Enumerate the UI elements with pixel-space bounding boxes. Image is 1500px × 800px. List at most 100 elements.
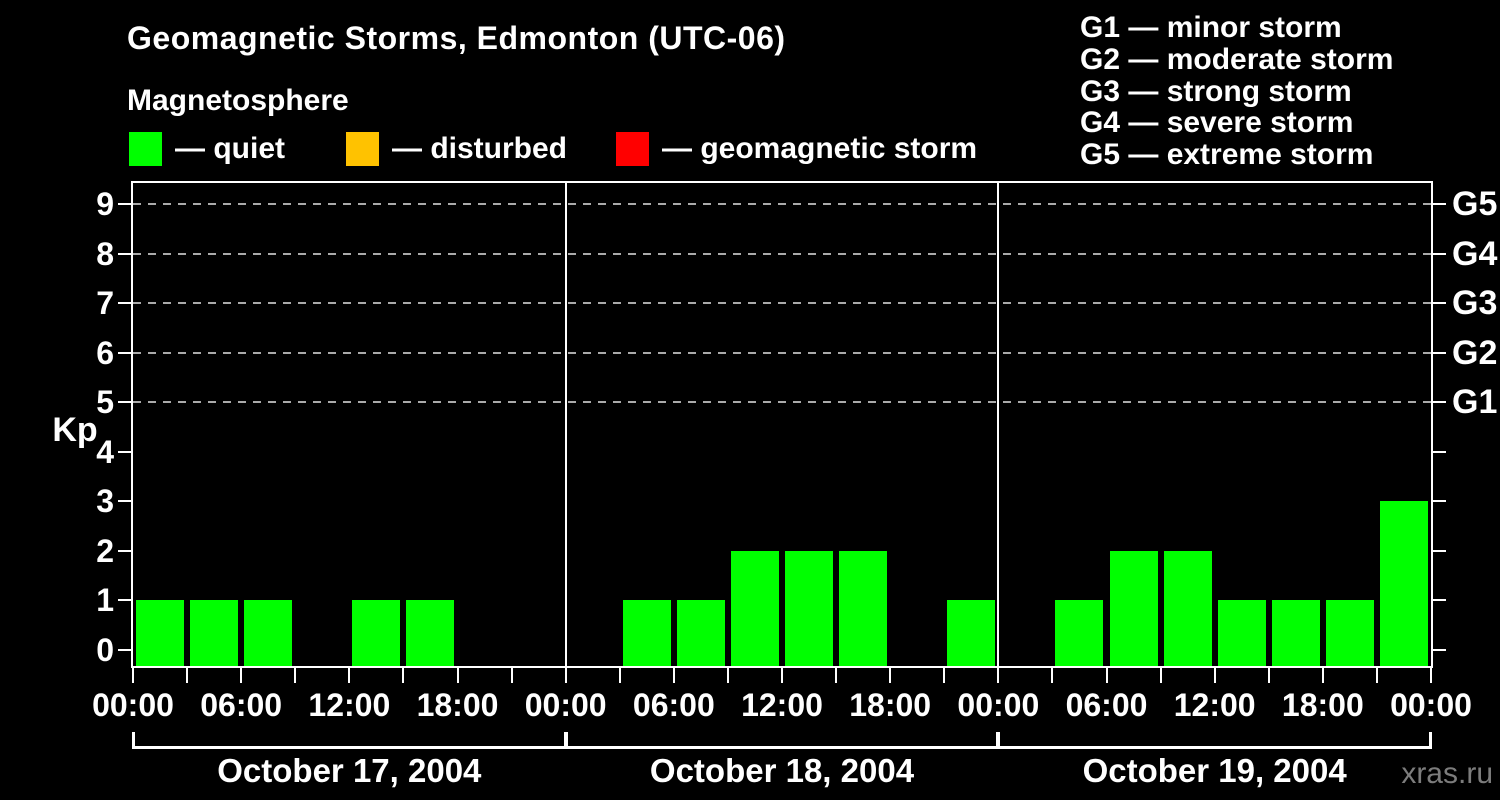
kp-bar (406, 600, 455, 666)
x-tick-label: 18:00 (1281, 687, 1364, 723)
x-tick (1213, 668, 1216, 683)
y-tick-label: 7 (96, 285, 114, 322)
date-bracket (565, 746, 999, 749)
y-tick-left (118, 500, 131, 503)
x-tick-label: 06:00 (1065, 687, 1148, 723)
legend-item-quiet: — quiet (129, 132, 285, 166)
y-tick-right (1433, 203, 1446, 206)
y-tick-label: 1 (96, 582, 114, 619)
y-tick-label: 4 (96, 433, 114, 470)
x-tick-label: 06:00 (200, 687, 283, 723)
x-tick-label: 12:00 (741, 687, 823, 723)
x-tick (294, 668, 297, 683)
y-tick-label: 0 (96, 632, 114, 668)
kp-bar (1325, 600, 1374, 666)
x-tick-label: 00:00 (92, 687, 174, 723)
x-tick (943, 668, 946, 683)
y-tick-left (118, 401, 131, 404)
kp-bar (839, 550, 888, 666)
x-tick (1267, 668, 1270, 683)
x-tick (348, 668, 351, 683)
y-tick-right (1433, 549, 1446, 552)
x-tick-label: 18:00 (849, 687, 932, 723)
storm-level-gridline (133, 252, 1431, 255)
kp-bar (190, 600, 239, 666)
date-bracket-end (1429, 732, 1432, 749)
y-tick-left (118, 599, 131, 602)
storm-level-gridline (133, 401, 1431, 404)
y-tick-right (1433, 302, 1446, 305)
quiet-color-swatch (129, 132, 162, 166)
y-tick-left (118, 549, 131, 552)
storm-level-gridline (133, 302, 1431, 305)
y-tick-right (1433, 500, 1446, 503)
kp-bar (1055, 600, 1104, 666)
y-tick-right (1433, 649, 1446, 651)
x-tick (402, 668, 405, 683)
date-bracket (133, 746, 566, 749)
x-tick (726, 668, 729, 683)
x-tick (1321, 668, 1324, 683)
x-tick (1105, 668, 1108, 683)
kp-bar (352, 600, 401, 666)
legend-item-label: — quiet (175, 132, 285, 165)
chart-subtitle: Magnetosphere (127, 84, 349, 117)
kp-bar (785, 550, 834, 666)
x-tick-label: 00:00 (957, 687, 1040, 723)
x-tick (240, 668, 243, 683)
y-tick-left (118, 649, 131, 651)
kp-bar (136, 600, 185, 666)
day-separator (564, 183, 567, 666)
y-tick-label: 5 (96, 384, 114, 421)
x-tick-label: 12:00 (308, 687, 391, 723)
right-axis-label: G3 (1452, 284, 1498, 323)
kp-bar (947, 600, 996, 666)
watermark: xras.ru (1401, 757, 1493, 790)
legend-item-label: — geomagnetic storm (662, 132, 978, 165)
x-tick (1430, 668, 1432, 683)
x-tick (672, 668, 675, 683)
date-bracket (998, 746, 1431, 749)
storm-level-gridline (133, 351, 1431, 354)
x-tick-label: 00:00 (1390, 687, 1472, 723)
date-label: October 19, 2004 (1082, 752, 1347, 789)
kp-bar (1109, 550, 1158, 666)
y-tick-right (1433, 351, 1446, 354)
kp-bar (1379, 501, 1428, 666)
plot-area (131, 181, 1433, 668)
x-tick (835, 668, 838, 683)
x-tick (1051, 668, 1054, 683)
y-tick-right (1433, 401, 1446, 404)
kp-bar (622, 600, 671, 666)
x-tick-label: 00:00 (524, 687, 607, 723)
storm-color-swatch (616, 132, 649, 166)
legend-item-geomagnetic-storm: — geomagnetic storm (616, 132, 977, 166)
date-bracket-end (564, 732, 568, 749)
y-tick-label: 3 (96, 483, 114, 520)
disturbed-color-swatch (346, 132, 379, 166)
date-label: October 18, 2004 (649, 752, 915, 789)
x-tick (456, 668, 459, 683)
y-tick-left (118, 252, 131, 255)
x-tick (186, 668, 189, 683)
kp-bar (730, 550, 779, 666)
y-tick-left (118, 351, 131, 354)
storm-scale-g4: G4 — severe storm (1080, 106, 1354, 140)
x-tick (564, 668, 567, 683)
kp-bar (1271, 600, 1320, 666)
y-tick-left (118, 302, 131, 305)
date-bracket-end (132, 732, 135, 749)
y-tick-label: 9 (96, 186, 114, 223)
legend-item-disturbed: — disturbed (346, 132, 567, 166)
y-tick-right (1433, 252, 1446, 255)
x-tick-label: 18:00 (416, 687, 499, 723)
y-tick-label: 2 (96, 532, 114, 569)
x-tick (781, 668, 783, 683)
storm-scale-g3: G3 — strong storm (1080, 74, 1352, 108)
x-tick (1375, 668, 1378, 683)
x-tick-label: 12:00 (1173, 687, 1256, 723)
y-tick-label: 6 (96, 334, 114, 371)
right-axis-label: G2 (1452, 333, 1498, 372)
legend-item-label: — disturbed (392, 132, 568, 165)
y-tick-left (118, 450, 131, 453)
